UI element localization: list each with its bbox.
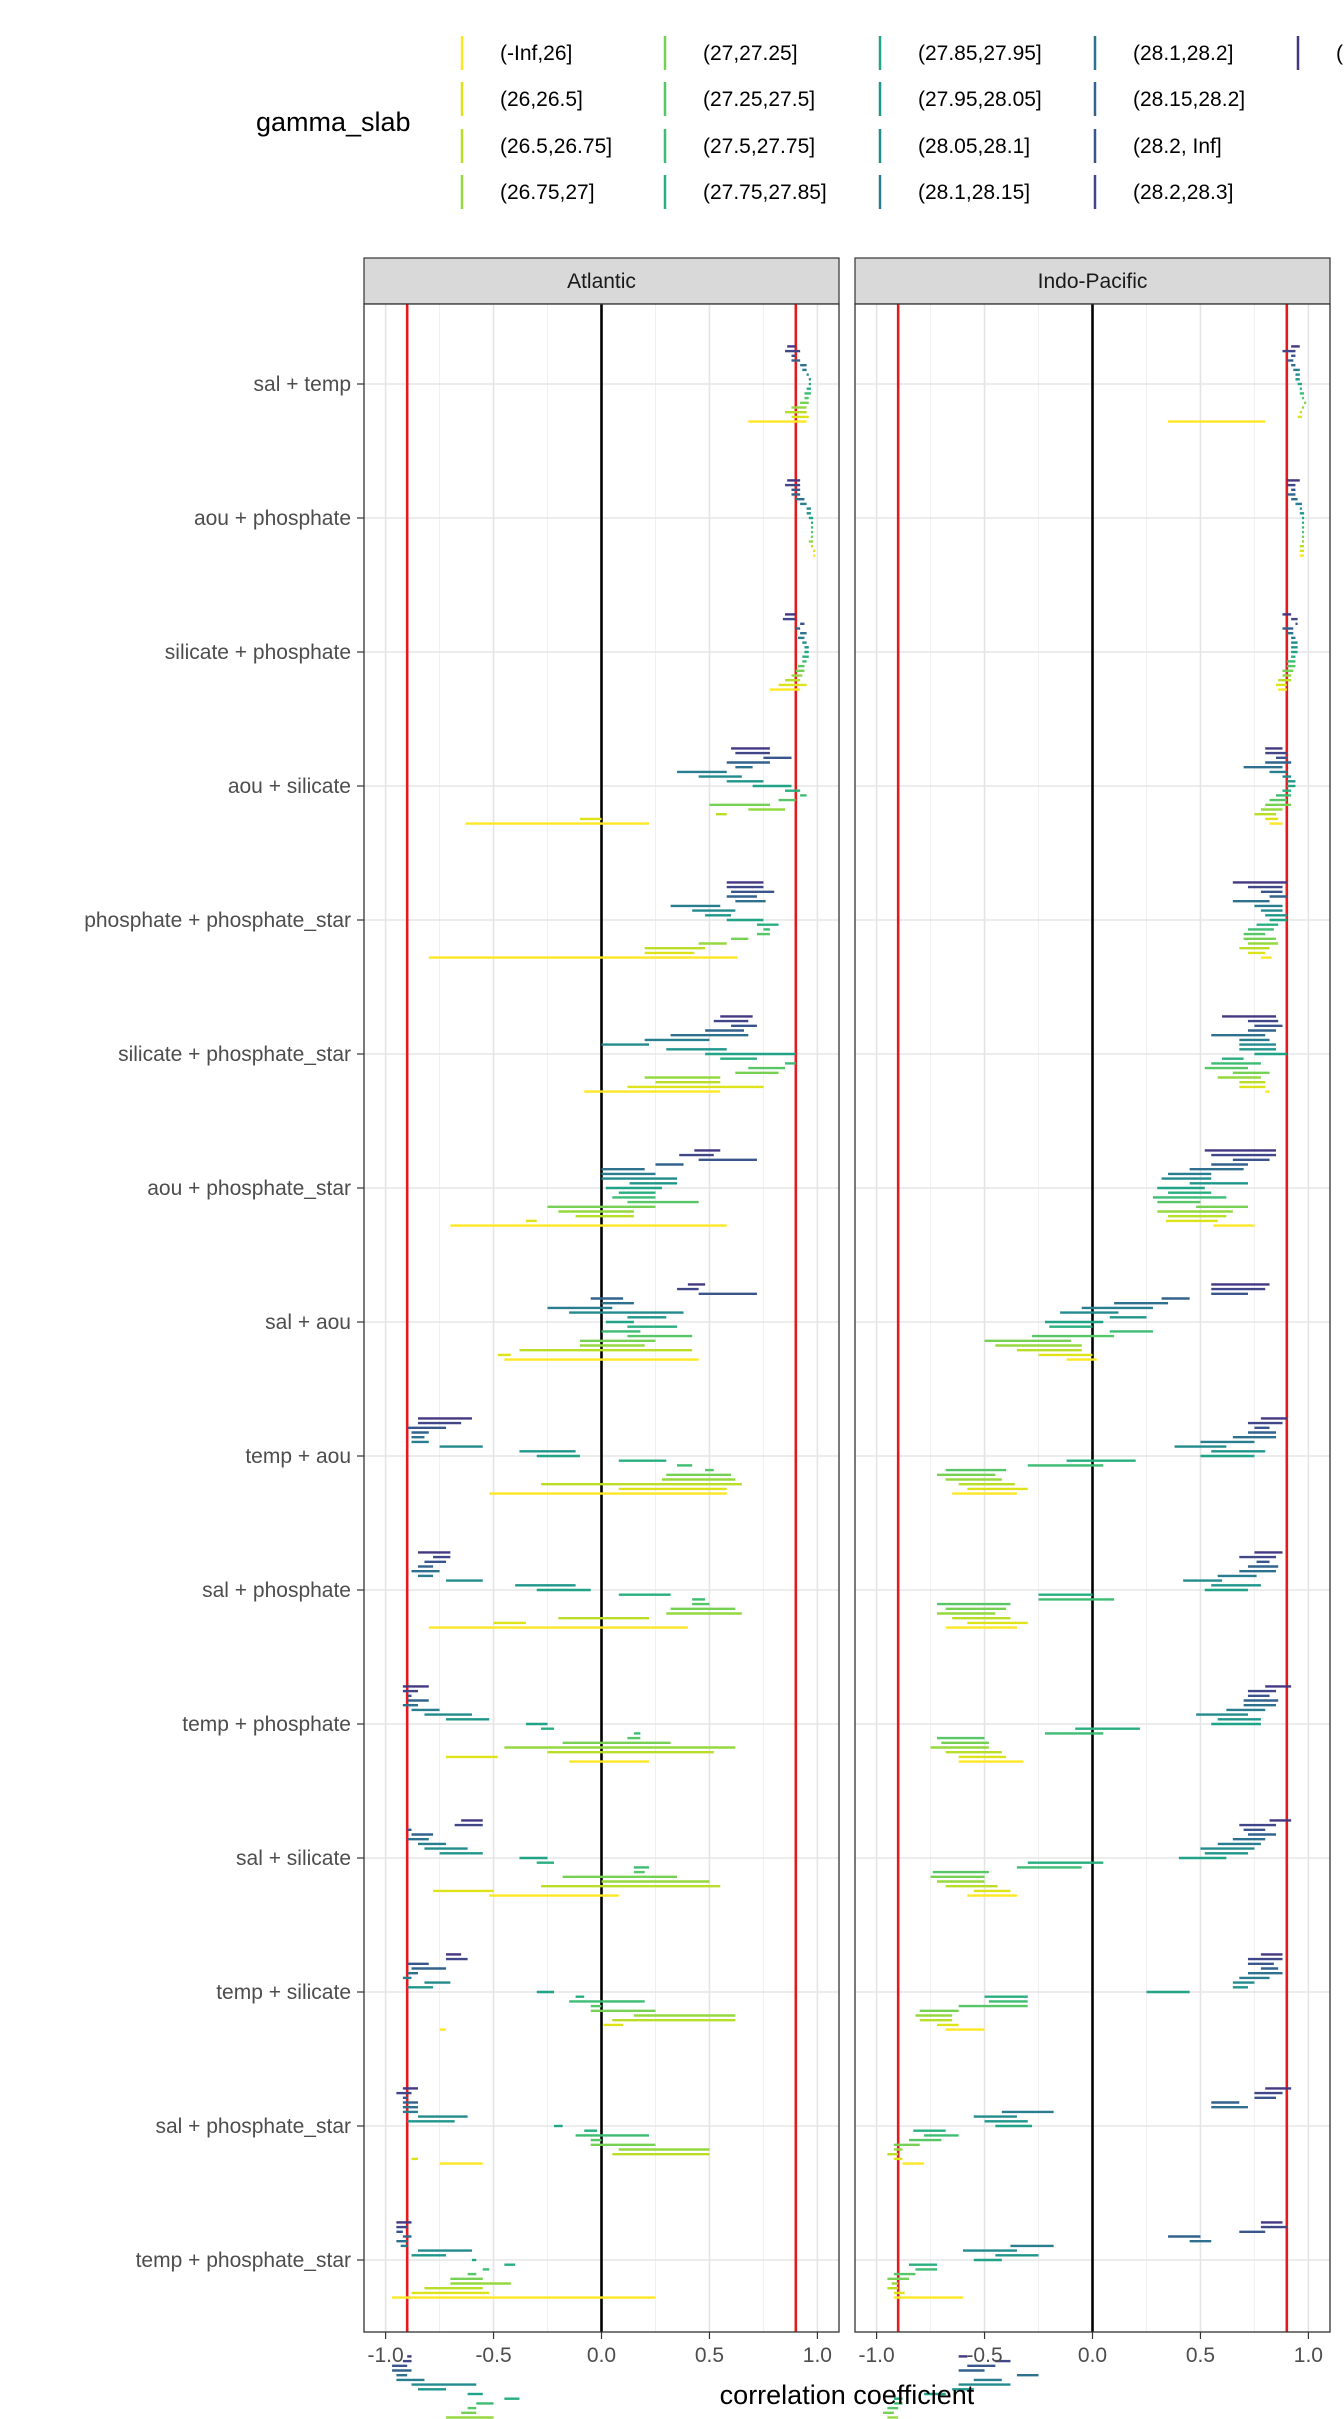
legend-label: (-Inf,26] — [500, 42, 572, 65]
x-tick-label: 0.0 — [587, 2344, 616, 2367]
legend-label: (27.95,28.05] — [918, 88, 1042, 111]
x-tick-label: -0.5 — [475, 2344, 511, 2367]
y-tick-label: sal + phosphate — [202, 1579, 351, 1602]
legend-label: (27.5,27.75] — [703, 135, 815, 158]
y-tick-label: aou + silicate — [228, 775, 351, 798]
legend-item: (27.25,27.5] — [663, 82, 815, 116]
legend-label: (27.85,27.95] — [918, 42, 1042, 65]
x-axis-label: correlation coefficient — [720, 2380, 975, 2410]
legend-label: (28.2,28.3] — [1133, 181, 1233, 204]
x-tick-label: -1.0 — [367, 2344, 403, 2367]
legend-label: (27.75,27.85] — [703, 181, 827, 204]
panel-strip — [854, 257, 1331, 305]
legend-label: (27.25,27.5] — [703, 88, 815, 111]
y-tick-label: temp + phosphate_star — [136, 2249, 351, 2272]
y-axis: sal + temp aou + phosphate silicate + phos… — [84, 373, 364, 2272]
panel-indo-pacific: Indo-Pacific -1.0 -0.5 0.0 0.5 1.0 — [854, 257, 1331, 2419]
legend-item: (28.2,28.3] — [1093, 175, 1233, 209]
x-tick-label: 0.0 — [1078, 2344, 1107, 2367]
y-tick-label: aou + phosphate_star — [147, 1177, 351, 1200]
legend-item: (28.1,28.15] — [878, 175, 1030, 209]
y-tick-label: phosphate + phosphate_star — [84, 909, 351, 932]
x-tick-label: 1.0 — [1294, 2344, 1323, 2367]
legend-item: (28.05,28.1] — [878, 129, 1030, 163]
legend-label: (26.75,27] — [500, 181, 595, 204]
legend-label: (27,27.25] — [703, 42, 798, 65]
legend-item: (27,27.25] — [663, 36, 798, 70]
legend-item: (28.1,28.2] — [1093, 36, 1233, 70]
y-tick-label: temp + aou — [245, 1445, 351, 1468]
legend-label: (28.15,28.2] — [1133, 88, 1245, 111]
panel-strip-label: Indo-Pacific — [1038, 270, 1148, 293]
panel-strip — [363, 257, 840, 305]
legend-label: (26,26.5] — [500, 88, 583, 111]
y-tick-label: sal + phosphate_star — [155, 2115, 351, 2138]
legend-item: (-Inf,26] — [460, 36, 572, 70]
y-tick-label: sal + temp — [254, 373, 351, 396]
y-tick-label: temp + phosphate — [182, 1713, 351, 1736]
y-tick-label: sal + silicate — [236, 1847, 351, 1870]
legend: gamma_slab (-Inf,26] (26,26.5] (26.5,26.75… — [256, 36, 1344, 209]
legend-label: (28.2, Inf] — [1133, 135, 1222, 158]
legend-item: (26,26.5] — [460, 82, 583, 116]
y-tick-label: aou + phosphate — [194, 507, 351, 530]
legend-label: (28.05,28.1] — [918, 135, 1030, 158]
legend-item: (26.75,27] — [460, 175, 595, 209]
legend-label: (28.1,28.2] — [1133, 42, 1233, 65]
legend-item: (27.75,27.85] — [663, 175, 827, 209]
legend-item: (27.95,28.05] — [878, 82, 1042, 116]
y-tick-label: silicate + phosphate — [165, 641, 351, 664]
legend-label: (2 — [1336, 42, 1344, 65]
legend-item: (26.5,26.75] — [460, 129, 612, 163]
legend-label: (28.1,28.15] — [918, 181, 1030, 204]
legend-item: (28.2, Inf] — [1093, 129, 1222, 163]
legend-item: (2 — [1296, 36, 1344, 70]
y-tick-label: silicate + phosphate_star — [118, 1043, 351, 1066]
legend-item: (28.15,28.2] — [1093, 82, 1245, 116]
x-tick-label: 1.0 — [803, 2344, 832, 2367]
panel-strip-label: Atlantic — [567, 270, 636, 293]
y-tick-label: temp + silicate — [216, 1981, 351, 2004]
panels: Atlantic -1.0 -0.5 0.0 0.5 1.0 Indo-Pacific -1.… — [363, 257, 1331, 2419]
y-tick-label: sal + aou — [265, 1311, 351, 1334]
legend-item: (27.5,27.75] — [663, 129, 815, 163]
legend-label: (26.5,26.75] — [500, 135, 612, 158]
x-tick-label: -0.5 — [966, 2344, 1002, 2367]
x-tick-label: 0.5 — [1186, 2344, 1215, 2367]
x-tick-label: -1.0 — [858, 2344, 894, 2367]
legend-item: (27.85,27.95] — [878, 36, 1042, 70]
panel-atlantic: Atlantic -1.0 -0.5 0.0 0.5 1.0 — [363, 257, 840, 2419]
x-tick-label: 0.5 — [695, 2344, 724, 2367]
legend-title: gamma_slab — [256, 107, 411, 137]
